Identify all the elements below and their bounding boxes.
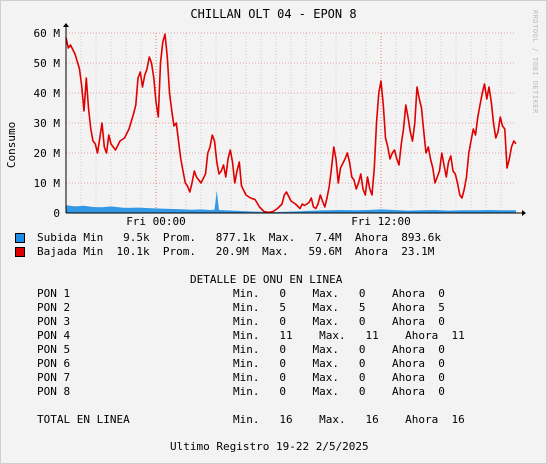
x-axis-arrow bbox=[522, 210, 526, 216]
pon-7-label: PON 7 bbox=[37, 371, 71, 384]
pon-4-label: PON 4 bbox=[37, 329, 71, 342]
y-tick-label: 30 M bbox=[34, 117, 61, 130]
pon-1-stats: Min. 0 Max. 0 Ahora 0 bbox=[233, 287, 445, 300]
y-tick-label: 40 M bbox=[34, 87, 61, 100]
chart: 0 10 M 20 M 30 M 40 M 50 M 60 M Fri 00:00 Fri 12… bbox=[5, 23, 526, 228]
x-tick-label: Fri 12:00 bbox=[351, 215, 411, 228]
legend-swatch-bajada bbox=[15, 247, 25, 257]
x-tick-label: Fri 00:00 bbox=[126, 215, 186, 228]
legend-swatch-subida bbox=[15, 233, 25, 243]
y-tick-label: 50 M bbox=[34, 57, 61, 70]
pon-3-stats: Min. 0 Max. 0 Ahora 0 bbox=[233, 315, 445, 328]
grid bbox=[66, 32, 516, 213]
pon-5-label: PON 5 bbox=[37, 343, 71, 356]
pon-2-label: PON 2 bbox=[37, 301, 71, 314]
legend-row-bajada: Bajada Min 10.1k Prom. 20.9M Max. 59.6M … bbox=[37, 245, 435, 258]
y-axis-label: Consumo bbox=[5, 122, 18, 168]
series-bajada bbox=[65, 33, 517, 214]
pon-1-label: PON 1 bbox=[37, 287, 71, 300]
total-stats: Min. 16 Max. 16 Ahora 16 bbox=[233, 413, 465, 426]
total-label: TOTAL EN LINEA bbox=[37, 413, 130, 426]
axes bbox=[63, 23, 526, 216]
series-subida bbox=[66, 190, 516, 213]
y-tick-label: 10 M bbox=[34, 177, 61, 190]
pon-6-stats: Min. 0 Max. 0 Ahora 0 bbox=[233, 357, 445, 370]
footer-last-record: Ultimo Registro 19-22 2/5/2025 bbox=[170, 440, 369, 453]
pon-2-stats: Min. 5 Max. 5 Ahora 5 bbox=[233, 301, 445, 314]
y-axis-arrow bbox=[63, 23, 69, 27]
pon-4-stats: Min. 11 Max. 11 Ahora 11 bbox=[233, 329, 465, 342]
pon-6-label: PON 6 bbox=[37, 357, 71, 370]
pon-3-label: PON 3 bbox=[37, 315, 71, 328]
y-tick-label: 0 bbox=[53, 207, 60, 220]
chart-title: CHILLAN OLT 04 - EPON 8 bbox=[190, 7, 357, 21]
series-layer bbox=[65, 33, 517, 214]
pon-7-stats: Min. 0 Max. 0 Ahora 0 bbox=[233, 371, 445, 384]
y-tick-label: 60 M bbox=[34, 27, 61, 40]
pon-8-label: PON 8 bbox=[37, 385, 71, 398]
detail-heading: DETALLE DE ONU EN LINEA bbox=[190, 273, 343, 286]
pon-8-stats: Min. 0 Max. 0 Ahora 0 bbox=[233, 385, 445, 398]
y-tick-label: 20 M bbox=[34, 147, 61, 160]
legend-row-subida: Subida Min 9.5k Prom. 877.1k Max. 7.4M A… bbox=[37, 231, 441, 244]
tick-labels: 0 10 M 20 M 30 M 40 M 50 M 60 M Fri 00:00 Fri 12… bbox=[34, 27, 411, 228]
rrdtool-watermark: RRDTOOL / TOBI OETIKER bbox=[531, 10, 539, 114]
pon-5-stats: Min. 0 Max. 0 Ahora 0 bbox=[233, 343, 445, 356]
